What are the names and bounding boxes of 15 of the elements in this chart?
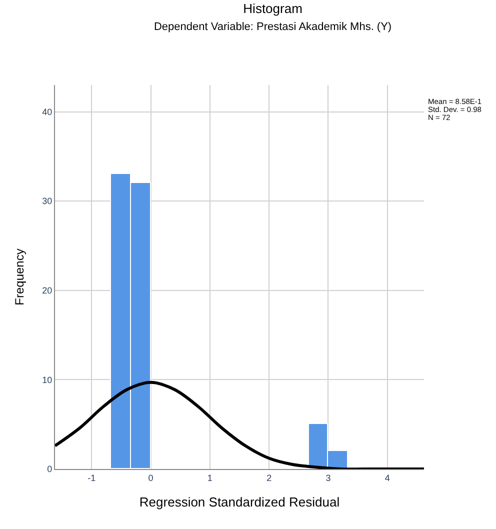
y-tick-label: 10 [42,374,52,385]
x-tick-label: 4 [384,472,390,483]
x-tick-label: 0 [148,472,154,483]
x-axis-title: Regression Standardized Residual [139,494,340,510]
y-axis-title: Frequency [12,248,26,306]
x-tick-label: 3 [326,472,331,483]
x-tick-label: -1 [88,472,96,483]
y-tick-label: 40 [42,106,52,117]
y-tick-label: 20 [42,286,52,296]
y-tick-label: 30 [42,196,52,206]
chart-title: Histogram [243,1,302,16]
chart-subtitle: Dependent Variable: Prestasi Akademik Mhs. (Y) [154,21,392,34]
x-tick-label: 1 [207,472,212,483]
x-tick-label: 2 [266,472,272,483]
y-tick-label: 0 [47,464,52,474]
